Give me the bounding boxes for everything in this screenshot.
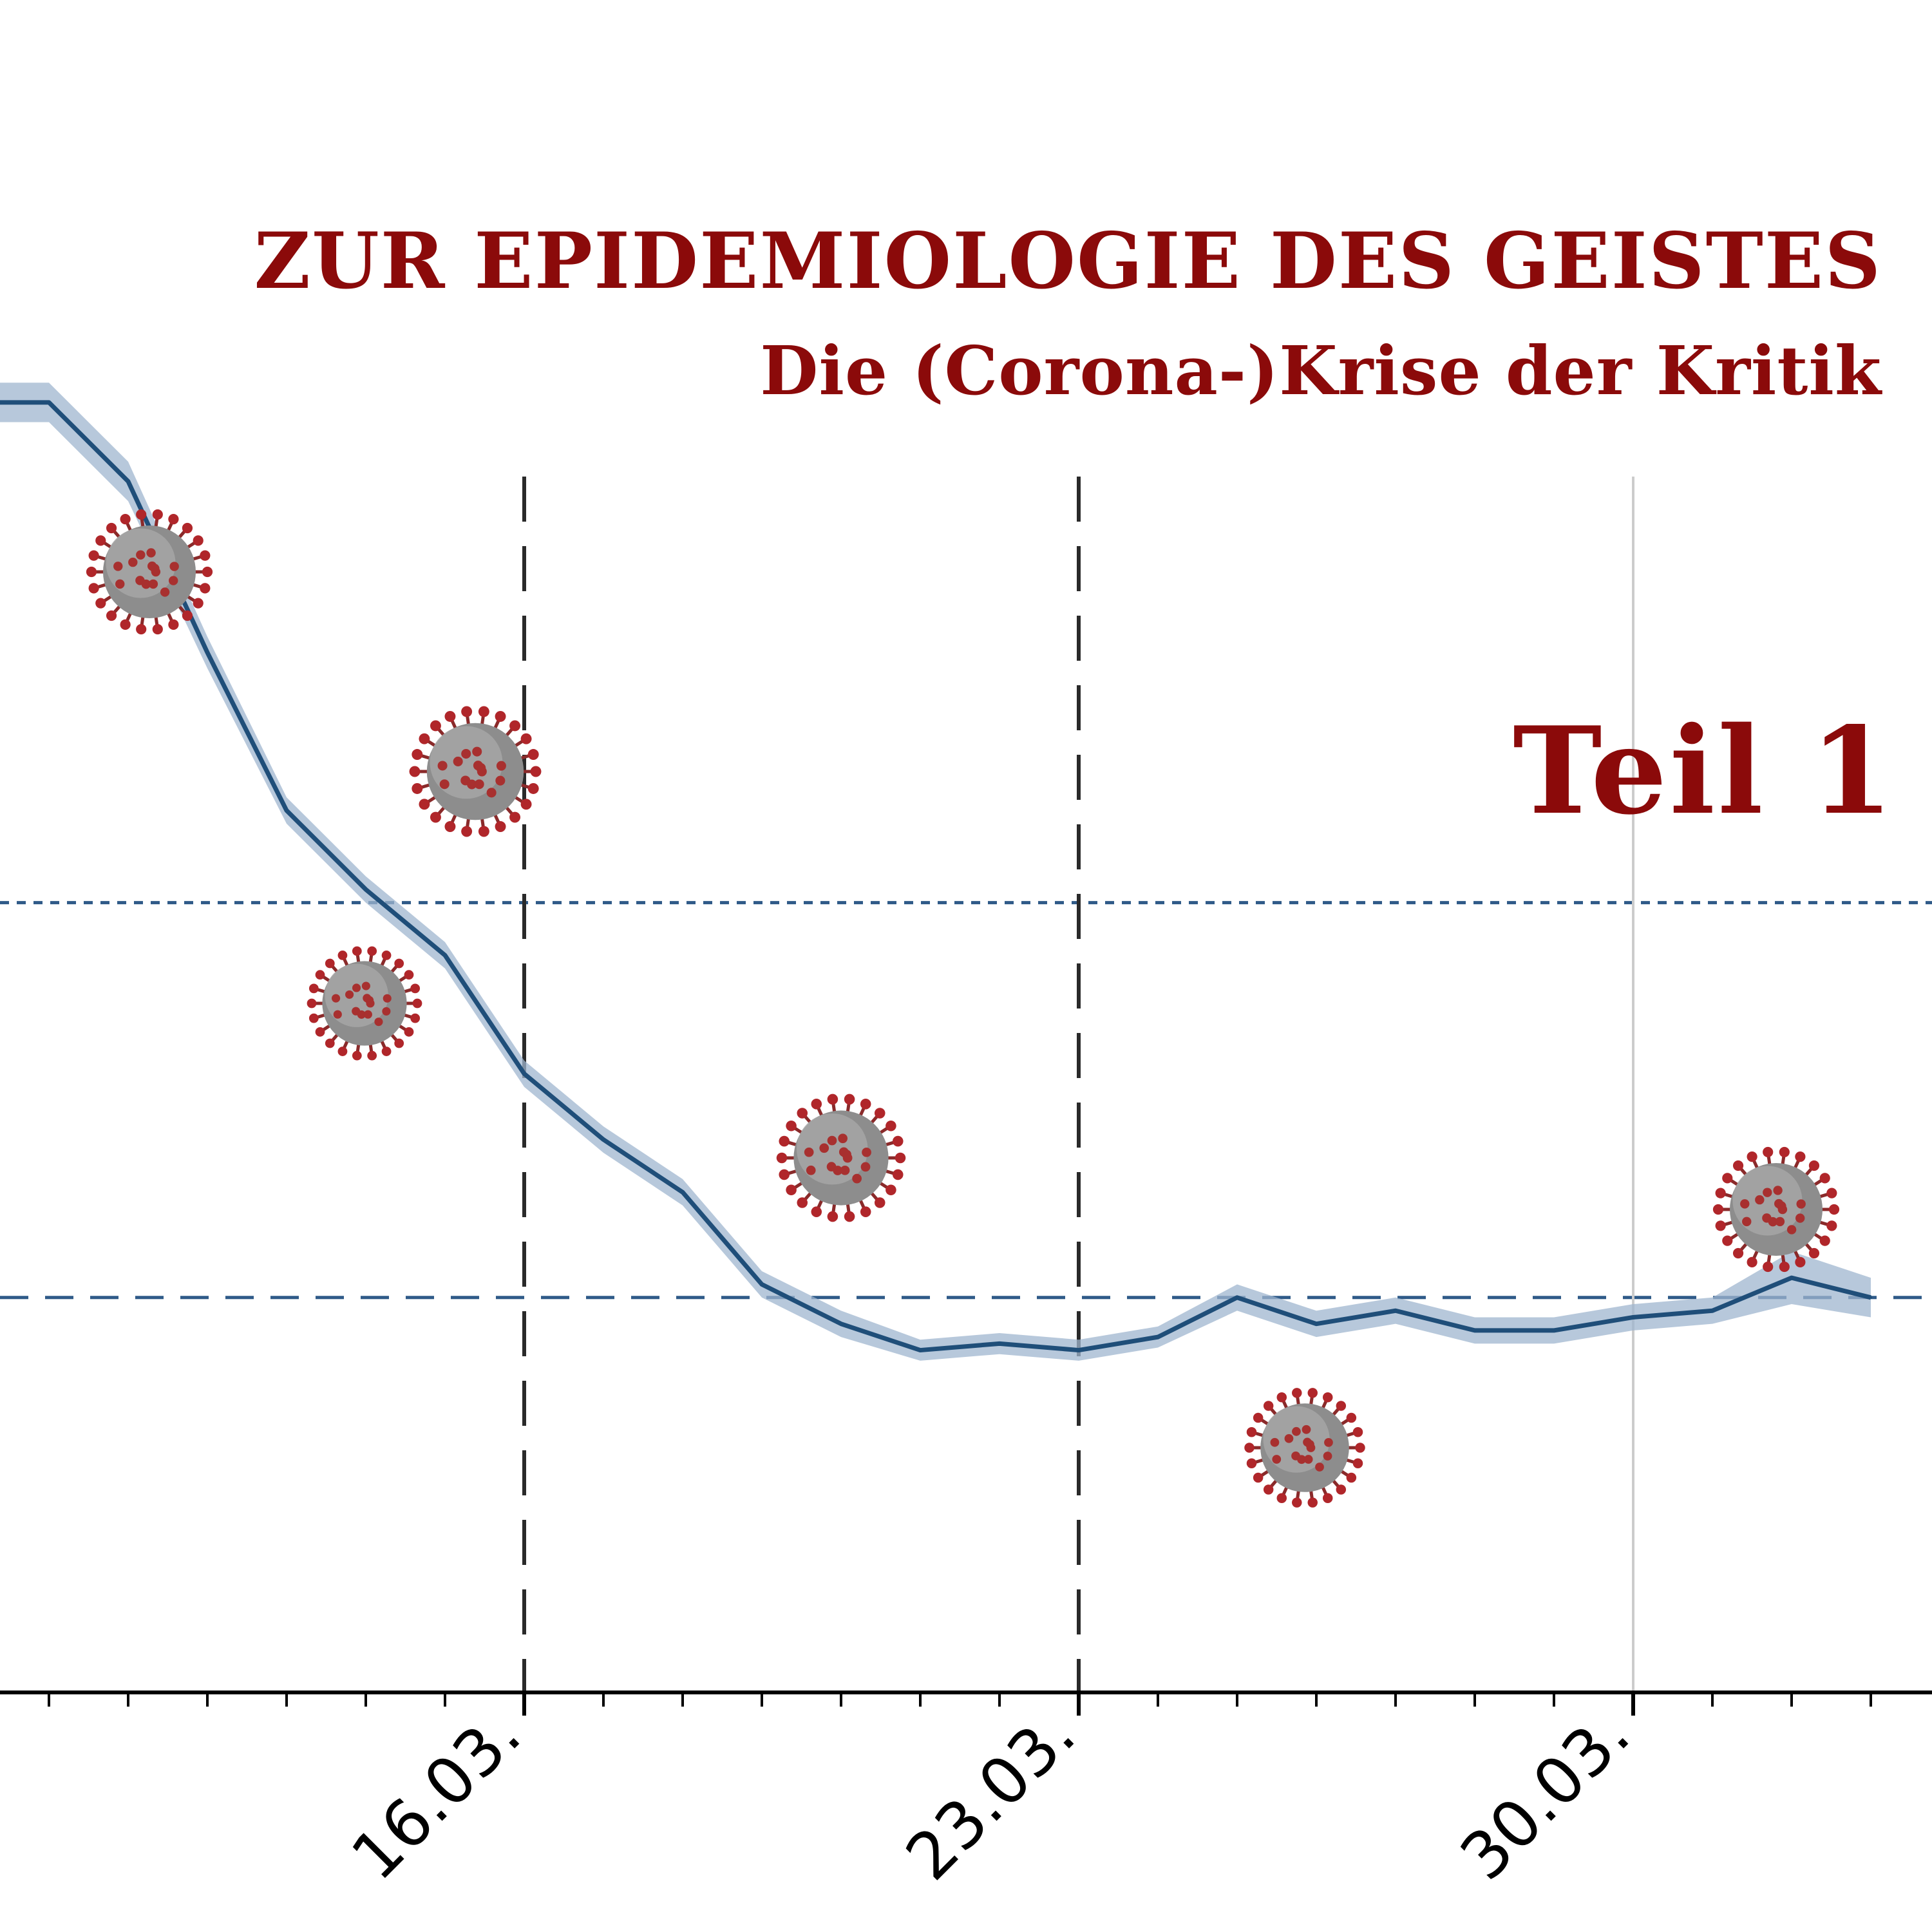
coronavirus-icon	[86, 509, 213, 635]
data-point	[444, 954, 446, 957]
data-point	[1077, 1349, 1080, 1352]
series-line	[0, 400, 1871, 1353]
x-axis: 16.03. 23.03. 30.03.	[0, 1690, 1932, 1895]
coronavirus-icon	[1244, 1388, 1365, 1508]
data-point	[840, 1322, 842, 1325]
x-tick-label: 16.03.	[337, 1696, 535, 1895]
data-point	[1870, 1296, 1872, 1299]
data-point	[285, 809, 288, 812]
data-point	[48, 401, 50, 404]
data-point	[1157, 1336, 1159, 1339]
part-label: Teil 1	[1513, 700, 1896, 841]
x-tick-label: 23.03.	[891, 1696, 1090, 1895]
reference-lines	[0, 477, 1932, 1692]
data-point	[1632, 1316, 1634, 1319]
data-point	[681, 1191, 684, 1194]
data-point	[919, 1349, 922, 1352]
virus-decorations	[86, 509, 1840, 1508]
data-point	[998, 1342, 1001, 1345]
data-point	[365, 888, 367, 891]
confidence-band	[0, 383, 1871, 1361]
data-point	[206, 651, 209, 654]
chart-subtitle: Die (Corona-)Krise der Kritik	[760, 331, 1882, 410]
data-point	[1790, 1276, 1793, 1280]
data-point	[1315, 1322, 1318, 1325]
coronavirus-icon	[776, 1094, 906, 1222]
coronavirus-icon	[409, 706, 542, 837]
data-point	[1236, 1296, 1238, 1299]
data-point	[1473, 1329, 1476, 1332]
chart-title: ZUR EPIDEMIOLOGIE DES GEISTES	[254, 216, 1882, 307]
data-point	[523, 1072, 526, 1075]
coronavirus-icon	[1712, 1146, 1840, 1273]
data-point	[1394, 1309, 1397, 1312]
data-point	[602, 1138, 605, 1141]
x-tick-label: 30.03.	[1446, 1696, 1644, 1895]
data-point	[127, 480, 129, 483]
data-point	[1553, 1329, 1555, 1332]
data-point	[761, 1283, 763, 1286]
data-layer	[0, 383, 1872, 1361]
coronavirus-icon	[307, 946, 422, 1061]
data-point	[1711, 1309, 1714, 1312]
